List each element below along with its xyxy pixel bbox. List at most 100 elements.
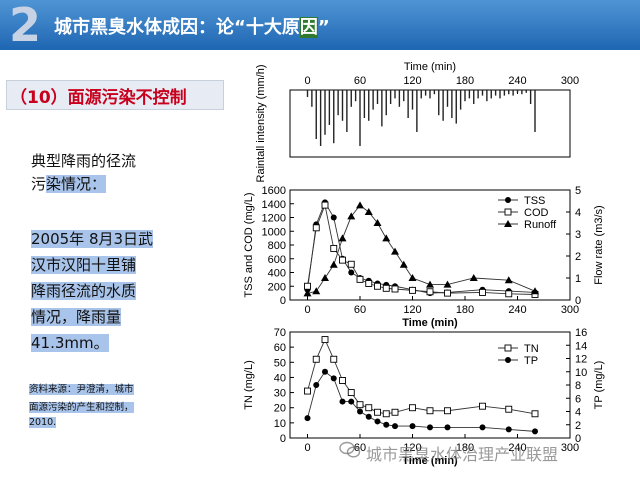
detail-line: 降雨径流的水质: [31, 280, 137, 301]
source-note-line: 资料来源：尹澄清，城市: [29, 381, 134, 395]
rainfall-axis-title: Time (min): [404, 61, 456, 73]
watermark-text: 城市黑臭水体治理产业联盟: [366, 445, 559, 464]
x-tick-label: 180: [456, 304, 474, 316]
data-point-cod: [356, 275, 364, 283]
legend-marker: [505, 197, 511, 203]
y2-tick-label: 4: [575, 207, 581, 219]
detail-text: 降雨径流的水质: [31, 282, 137, 300]
data-point-tp: [392, 423, 398, 430]
section-number: 2: [8, 0, 41, 52]
x-axis-title: Time (min): [402, 317, 458, 329]
data-point-tp: [322, 368, 328, 375]
data-point-tp: [365, 413, 372, 420]
data-point-tn: [409, 404, 416, 412]
data-point-cod: [444, 289, 451, 297]
data-point-runoff: [443, 280, 452, 288]
y2-tick-label: 1: [575, 273, 581, 285]
data-point-runoff: [338, 234, 347, 242]
data-point-tp: [505, 426, 512, 433]
data-point-tp: [374, 418, 381, 425]
data-point-tn: [444, 407, 451, 415]
y2-tick-label: 2: [575, 251, 581, 263]
data-point-cod: [382, 284, 390, 292]
series-line-runoff: [307, 204, 536, 294]
data-point-runoff: [312, 287, 321, 295]
detail-text: 41.3mm。: [31, 334, 109, 352]
y-tick-label: 1200: [262, 213, 286, 225]
data-point-tn: [312, 355, 320, 363]
data-point-tp: [409, 423, 416, 430]
y-tick-label: 60: [274, 342, 286, 354]
rainfall-tick-label: 240: [508, 75, 526, 87]
y-tick-label: 70: [274, 327, 286, 339]
data-point-tp: [313, 382, 320, 388]
y2-tick-label: 8: [575, 380, 581, 392]
data-point-tp: [304, 415, 311, 422]
source-note-line: 2010.: [29, 417, 57, 428]
description-line-2-selected: 染情况：: [46, 175, 107, 193]
source-note-line: 面源污染的产生和控制，: [29, 399, 134, 413]
y-tick-label: 1600: [262, 185, 286, 197]
data-point-tn: [339, 377, 346, 384]
rainfall-tick-label: 0: [304, 75, 310, 87]
data-point-tn: [321, 336, 329, 344]
x-tick-label: 60: [354, 304, 366, 316]
data-point-runoff: [426, 280, 434, 288]
data-point-tn: [479, 402, 486, 410]
x-tick-label: 300: [561, 304, 579, 316]
source-note-text: 资料来源：尹澄清，城市: [29, 384, 134, 395]
data-point-runoff: [356, 201, 364, 209]
section-label-box: [6, 80, 224, 110]
data-point-runoff: [531, 287, 539, 295]
slide-title-highlight: 因: [299, 17, 318, 38]
y2-tick-label: 2: [575, 420, 581, 432]
x-tick-label: 120: [403, 442, 421, 454]
data-point-runoff: [382, 234, 391, 242]
description-line-2-start: 污: [31, 175, 47, 193]
data-point-runoff: [364, 208, 373, 215]
rainfall-tick-label: 60: [354, 75, 366, 87]
data-point-tn: [505, 405, 513, 413]
title-bar: [0, 0, 640, 50]
x-tick-label: 60: [354, 442, 366, 454]
data-point-cod: [391, 285, 399, 293]
y2-tick-label: 12: [575, 354, 587, 366]
data-point-tn: [391, 408, 399, 416]
rainfall-tick-label: 120: [403, 75, 421, 87]
data-point-cod: [312, 224, 320, 232]
data-point-tp: [427, 424, 433, 431]
y-tick-label: 0: [280, 433, 286, 445]
data-point-tn: [304, 387, 311, 395]
data-point-cod: [426, 288, 434, 296]
legend-marker: [504, 208, 512, 216]
detail-line: 汉市汉阳十里铺: [31, 254, 137, 275]
data-point-runoff: [303, 289, 312, 297]
x-tick-label: 240: [508, 442, 526, 454]
data-point-tss: [330, 214, 337, 221]
y2-tick-label: 0: [575, 295, 581, 307]
legend-label: TN: [524, 343, 539, 355]
x-tick-label: 120: [403, 304, 421, 316]
data-point-cod: [479, 288, 486, 296]
y-tick-label: 10: [274, 418, 286, 430]
legend-label: Runoff: [524, 219, 557, 231]
data-point-tp: [479, 424, 486, 431]
data-point-runoff: [504, 276, 513, 284]
data-point-tn: [356, 401, 364, 409]
slide-title-end: ”: [317, 17, 330, 38]
legend-marker: [504, 344, 512, 352]
y-tick-label: 600: [268, 254, 286, 266]
legend-label: TP: [524, 355, 538, 367]
y2-tick-label: 5: [575, 185, 581, 197]
x-tick-label: 0: [304, 304, 310, 316]
data-point-cod: [347, 260, 355, 268]
data-point-runoff: [321, 274, 329, 281]
slide-title: 城市黑臭水体成因：论“十大原因”: [54, 13, 330, 39]
detail-line: 情况，降雨量: [31, 306, 122, 327]
legend-label: COD: [524, 207, 549, 219]
x-axis-title: Time (min): [402, 455, 458, 467]
source-note-text: 2010.: [29, 417, 57, 428]
data-point-tn: [426, 407, 434, 415]
y-tick-label: 400: [268, 268, 286, 280]
